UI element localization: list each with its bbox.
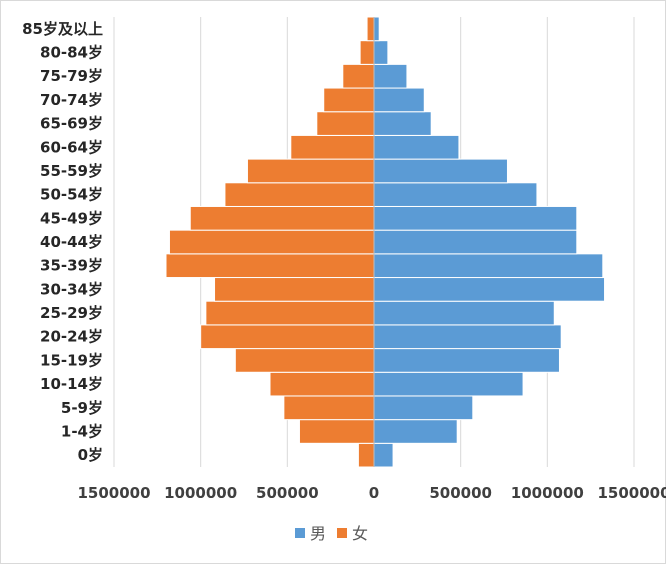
category-labels: 0岁 1-4岁 5-9岁 10-14岁 15-19岁 20-24岁 25-29岁 30-34岁… <box>22 20 103 464</box>
bar-male-13 <box>373 134 460 160</box>
bar-female-2 <box>283 395 375 421</box>
x-tick-label-3: 0 <box>369 484 379 502</box>
x-tick-label-4: 500000 <box>429 484 492 502</box>
bar-male-14 <box>373 111 432 136</box>
bar-male-1 <box>373 419 458 444</box>
bar-male-2 <box>373 395 474 421</box>
bar-male-3 <box>373 371 524 397</box>
bar-male-9 <box>373 229 578 255</box>
legend-swatch-0 <box>295 528 305 538</box>
bar-female-9 <box>168 229 375 255</box>
category-label-1: 1-4岁 <box>61 422 103 440</box>
category-label-16: 75-79岁 <box>40 67 103 85</box>
bar-female-8 <box>165 253 375 279</box>
bar-male-4 <box>373 348 560 373</box>
bar-female-6 <box>205 300 375 326</box>
category-label-5: 20-24岁 <box>40 328 103 346</box>
category-label-12: 55-59岁 <box>40 162 103 180</box>
bar-female-17 <box>359 40 375 65</box>
category-label-0: 0岁 <box>78 446 103 464</box>
bar-female-14 <box>316 111 375 136</box>
category-label-6: 25-29岁 <box>40 304 103 322</box>
bar-male-6 <box>373 300 555 326</box>
category-label-11: 50-54岁 <box>40 186 103 204</box>
x-tick-label-6: 1500000 <box>597 484 666 502</box>
bar-female-12 <box>246 158 375 184</box>
bar-male-15 <box>373 87 425 113</box>
x-tick-labels: 1500000 1000000 500000 0 500000 1000000 150000… <box>77 484 666 502</box>
category-label-7: 30-34岁 <box>40 280 103 298</box>
bar-male-16 <box>373 63 408 89</box>
bar-female-10 <box>189 205 375 231</box>
bar-female-11 <box>224 182 375 207</box>
bar-female-0 <box>357 442 375 468</box>
legend: 男女 <box>295 524 368 543</box>
bar-male-11 <box>373 182 538 207</box>
bar-female-13 <box>290 134 375 160</box>
category-label-10: 45-49岁 <box>40 209 103 227</box>
x-tick-label-2: 500000 <box>256 484 319 502</box>
category-label-9: 40-44岁 <box>40 233 103 251</box>
bar-male-8 <box>373 253 604 279</box>
category-label-8: 35-39岁 <box>40 257 103 275</box>
bar-male-5 <box>373 324 562 350</box>
category-label-18: 85岁及以上 <box>22 20 103 38</box>
bar-female-1 <box>298 419 375 444</box>
bar-female-4 <box>234 348 375 373</box>
bar-male-10 <box>373 205 578 231</box>
x-tick-label-0: 1500000 <box>77 484 150 502</box>
bar-female-18 <box>366 16 375 42</box>
category-label-15: 70-74岁 <box>40 91 103 109</box>
bar-female-16 <box>342 63 375 89</box>
bar-male-7 <box>373 277 606 302</box>
category-label-4: 15-19岁 <box>40 351 103 369</box>
bar-male-12 <box>373 158 508 184</box>
bar-female-5 <box>200 324 375 350</box>
category-label-2: 5-9岁 <box>61 399 103 417</box>
legend-label-1: 女 <box>352 524 368 543</box>
category-label-3: 10-14岁 <box>40 375 103 393</box>
bar-male-0 <box>373 442 394 468</box>
x-tick-label-1: 1000000 <box>164 484 237 502</box>
bar-female-3 <box>269 371 375 397</box>
bar-female-7 <box>214 277 375 302</box>
bar-female-15 <box>323 87 375 113</box>
x-tick-label-5: 1000000 <box>511 484 584 502</box>
legend-swatch-1 <box>337 528 347 538</box>
bar-male-18 <box>373 16 380 42</box>
category-label-14: 65-69岁 <box>40 115 103 133</box>
category-label-13: 60-64岁 <box>40 138 103 156</box>
legend-label-0: 男 <box>310 524 326 543</box>
category-label-17: 80-84岁 <box>40 44 103 62</box>
bar-male-17 <box>373 40 389 65</box>
bars <box>165 16 606 468</box>
